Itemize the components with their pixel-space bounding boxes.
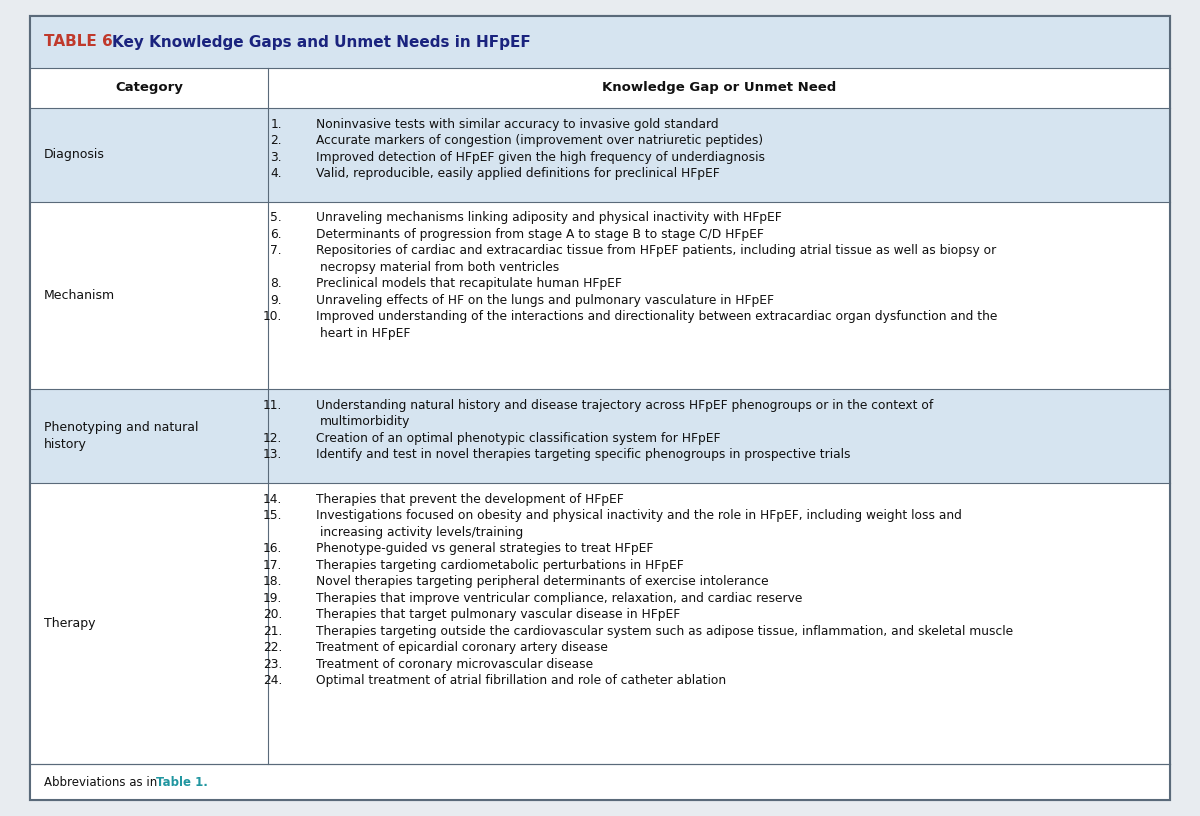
Text: Category: Category bbox=[115, 82, 182, 95]
Text: Key Knowledge Gaps and Unmet Needs in HFpEF: Key Knowledge Gaps and Unmet Needs in HF… bbox=[112, 34, 530, 50]
Text: Treatment of epicardial coronary artery disease: Treatment of epicardial coronary artery … bbox=[316, 641, 608, 654]
Text: Repositories of cardiac and extracardiac tissue from HFpEF patients, including a: Repositories of cardiac and extracardiac… bbox=[316, 245, 996, 258]
Text: 24.: 24. bbox=[263, 674, 282, 687]
Text: Phenotype-guided vs general strategies to treat HFpEF: Phenotype-guided vs general strategies t… bbox=[316, 542, 653, 555]
Text: 12.: 12. bbox=[263, 432, 282, 445]
Text: Optimal treatment of atrial fibrillation and role of catheter ablation: Optimal treatment of atrial fibrillation… bbox=[316, 674, 726, 687]
Text: Therapies that prevent the development of HFpEF: Therapies that prevent the development o… bbox=[316, 493, 624, 506]
Bar bbox=[30, 108, 1170, 202]
Text: 1.: 1. bbox=[270, 118, 282, 131]
Text: Phenotyping and natural: Phenotyping and natural bbox=[44, 421, 198, 434]
Text: 9.: 9. bbox=[270, 294, 282, 307]
Text: 20.: 20. bbox=[263, 608, 282, 621]
Text: Treatment of coronary microvascular disease: Treatment of coronary microvascular dise… bbox=[316, 658, 593, 671]
Text: Therapies targeting cardiometabolic perturbations in HFpEF: Therapies targeting cardiometabolic pert… bbox=[316, 559, 684, 571]
Text: Preclinical models that recapitulate human HFpEF: Preclinical models that recapitulate hum… bbox=[316, 277, 622, 290]
Text: 15.: 15. bbox=[263, 509, 282, 522]
Text: 11.: 11. bbox=[263, 399, 282, 412]
Text: 6.: 6. bbox=[270, 228, 282, 241]
Text: 13.: 13. bbox=[263, 449, 282, 461]
Text: Therapies targeting outside the cardiovascular system such as adipose tissue, in: Therapies targeting outside the cardiova… bbox=[316, 624, 1013, 637]
Text: TABLE 6: TABLE 6 bbox=[44, 34, 113, 50]
Text: 21.: 21. bbox=[263, 624, 282, 637]
Text: Diagnosis: Diagnosis bbox=[44, 149, 104, 162]
Text: 10.: 10. bbox=[263, 310, 282, 323]
Text: Therapy: Therapy bbox=[44, 617, 96, 630]
Text: Improved understanding of the interactions and directionality between extracardi: Improved understanding of the interactio… bbox=[316, 310, 997, 323]
Text: 16.: 16. bbox=[263, 542, 282, 555]
Text: Mechanism: Mechanism bbox=[44, 289, 115, 302]
Text: 19.: 19. bbox=[263, 592, 282, 605]
Text: Valid, reproducible, easily applied definitions for preclinical HFpEF: Valid, reproducible, easily applied defi… bbox=[316, 167, 720, 180]
Bar bbox=[30, 202, 1170, 389]
Text: 5.: 5. bbox=[270, 211, 282, 224]
Text: Identify and test in novel therapies targeting specific phenogroups in prospecti: Identify and test in novel therapies tar… bbox=[316, 449, 851, 461]
Text: 22.: 22. bbox=[263, 641, 282, 654]
Text: history: history bbox=[44, 437, 86, 450]
Text: Noninvasive tests with similar accuracy to invasive gold standard: Noninvasive tests with similar accuracy … bbox=[316, 118, 719, 131]
Text: 17.: 17. bbox=[263, 559, 282, 571]
Bar bbox=[30, 483, 1170, 764]
Bar bbox=[30, 16, 1170, 68]
Text: Investigations focused on obesity and physical inactivity and the role in HFpEF,: Investigations focused on obesity and ph… bbox=[316, 509, 962, 522]
Text: 3.: 3. bbox=[270, 151, 282, 164]
Bar bbox=[30, 68, 1170, 108]
Text: increasing activity levels/training: increasing activity levels/training bbox=[320, 526, 523, 539]
Text: 23.: 23. bbox=[263, 658, 282, 671]
Text: Determinants of progression from stage A to stage B to stage C/D HFpEF: Determinants of progression from stage A… bbox=[316, 228, 764, 241]
Text: 14.: 14. bbox=[263, 493, 282, 506]
Text: multimorbidity: multimorbidity bbox=[320, 415, 410, 428]
Text: Unraveling mechanisms linking adiposity and physical inactivity with HFpEF: Unraveling mechanisms linking adiposity … bbox=[316, 211, 781, 224]
Text: 2.: 2. bbox=[270, 135, 282, 147]
Text: Improved detection of HFpEF given the high frequency of underdiagnosis: Improved detection of HFpEF given the hi… bbox=[316, 151, 766, 164]
Text: heart in HFpEF: heart in HFpEF bbox=[320, 327, 410, 340]
Text: 7.: 7. bbox=[270, 245, 282, 258]
Text: Understanding natural history and disease trajectory across HFpEF phenogroups or: Understanding natural history and diseas… bbox=[316, 399, 934, 412]
Text: Unraveling effects of HF on the lungs and pulmonary vasculature in HFpEF: Unraveling effects of HF on the lungs an… bbox=[316, 294, 774, 307]
Text: Therapies that target pulmonary vascular disease in HFpEF: Therapies that target pulmonary vascular… bbox=[316, 608, 680, 621]
Text: 4.: 4. bbox=[270, 167, 282, 180]
Text: 18.: 18. bbox=[263, 575, 282, 588]
Bar bbox=[30, 389, 1170, 483]
Text: Novel therapies targeting peripheral determinants of exercise intolerance: Novel therapies targeting peripheral det… bbox=[316, 575, 769, 588]
Text: Therapies that improve ventricular compliance, relaxation, and cardiac reserve: Therapies that improve ventricular compl… bbox=[316, 592, 803, 605]
Text: necropsy material from both ventricles: necropsy material from both ventricles bbox=[320, 261, 559, 274]
Text: Knowledge Gap or Unmet Need: Knowledge Gap or Unmet Need bbox=[602, 82, 836, 95]
Text: Abbreviations as in: Abbreviations as in bbox=[44, 775, 161, 788]
Text: Accurate markers of congestion (improvement over natriuretic peptides): Accurate markers of congestion (improvem… bbox=[316, 135, 763, 147]
Text: 8.: 8. bbox=[270, 277, 282, 290]
Bar bbox=[30, 764, 1170, 800]
Text: Creation of an optimal phenotypic classification system for HFpEF: Creation of an optimal phenotypic classi… bbox=[316, 432, 720, 445]
Text: Table 1.: Table 1. bbox=[156, 775, 208, 788]
